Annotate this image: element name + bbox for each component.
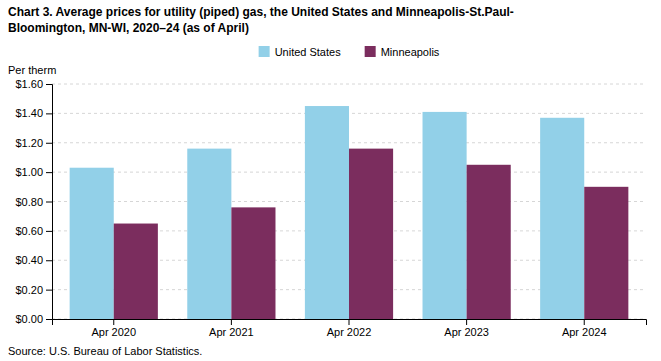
y-tick-mark: [46, 260, 52, 261]
y-tick-label: $0.20: [15, 284, 43, 296]
y-tick-mark: [46, 172, 52, 173]
x-tick-label: Apr 2022: [327, 326, 372, 338]
y-tick-mark: [46, 319, 52, 320]
source: Source: U.S. Bureau of Labor Statistics.: [8, 345, 202, 357]
y-tick-mark: [46, 290, 52, 291]
legend-swatch: [365, 46, 376, 57]
legend-label: Minneapolis: [381, 46, 440, 58]
subtitle: Bloomington, MN-WI, 2020–24 (as of April…: [8, 21, 249, 35]
y-tick-mark: [46, 202, 52, 203]
bar: [349, 149, 393, 319]
y-tick: $1.40: [15, 107, 52, 119]
bar: [305, 106, 349, 319]
y-tick-label: $1.40: [15, 107, 43, 119]
y-tick-label: $1.60: [15, 78, 43, 90]
y-tick-label: $0.80: [15, 196, 43, 208]
legend-swatch: [259, 46, 270, 57]
bar: [540, 118, 584, 319]
y-tick: $0.00: [15, 313, 52, 325]
grid: [52, 84, 646, 319]
y-tick: $0.80: [15, 196, 52, 208]
bar: [584, 187, 628, 319]
y-tick-mark: [46, 231, 52, 232]
x-tick: Apr 2021: [209, 319, 254, 338]
x-tick-label: Apr 2023: [444, 326, 489, 338]
y-tick-mark: [46, 113, 52, 114]
plot-area: $0.00 $0.20 $0.40 $0.60 $0.80 $1.00 $1.20 $1.40…: [15, 78, 646, 338]
x-tick: Apr 2020: [91, 319, 136, 338]
x-axis-line: [53, 320, 647, 326]
x-tick-mark: [466, 319, 467, 325]
x-tick: Apr 2022: [327, 319, 372, 338]
legend-label: United States: [275, 46, 342, 58]
y-tick: $1.00: [15, 166, 52, 178]
bar: [114, 224, 158, 319]
chart: Chart 3. Average prices for utility (pip…: [0, 0, 661, 361]
bars: [70, 106, 629, 319]
bar: [231, 207, 275, 319]
title: Chart 3. Average prices for utility (pip…: [8, 5, 514, 19]
y-tick-label: $1.20: [15, 137, 43, 149]
y-tick-label: $1.00: [15, 166, 43, 178]
x-tick-mark: [584, 319, 585, 325]
y-tick-label: $0.60: [15, 225, 43, 237]
bar: [70, 168, 114, 319]
x-tick-mark: [113, 319, 114, 325]
y-tick-mark: [46, 143, 52, 144]
y-axis: $0.00 $0.20 $0.40 $0.60 $0.80 $1.00 $1.20 $1.40…: [15, 78, 52, 325]
y-tick-label: $0.40: [15, 254, 43, 266]
legend-item: Minneapolis: [365, 46, 440, 58]
x-tick-label: Apr 2024: [562, 326, 607, 338]
x-tick-mark: [231, 319, 232, 325]
x-tick-label: Apr 2020: [91, 326, 136, 338]
x-axis: Apr 2020 Apr 2021 Apr 2022 Apr 2023 Apr 2024: [53, 319, 647, 338]
y-tick: $1.20: [15, 137, 52, 149]
y-tick: $0.40: [15, 254, 52, 266]
bar: [187, 149, 231, 319]
bar: [423, 112, 467, 319]
y-axis-line: [46, 85, 53, 320]
legend: United States Minneapolis: [259, 46, 440, 58]
y-tick-label: $0.00: [15, 313, 43, 325]
bar: [467, 165, 511, 319]
grid-line: [52, 84, 646, 85]
x-tick-mark: [349, 319, 350, 325]
x-tick: Apr 2024: [562, 319, 607, 338]
x-tick-label: Apr 2021: [209, 326, 254, 338]
y-tick: $0.60: [15, 225, 52, 237]
y-axis-label: Per therm: [8, 64, 56, 76]
y-tick: $1.60: [15, 78, 52, 90]
y-tick: $0.20: [15, 284, 52, 296]
y-tick-mark: [46, 84, 52, 85]
legend-item: United States: [259, 46, 342, 58]
x-tick: Apr 2023: [444, 319, 489, 338]
